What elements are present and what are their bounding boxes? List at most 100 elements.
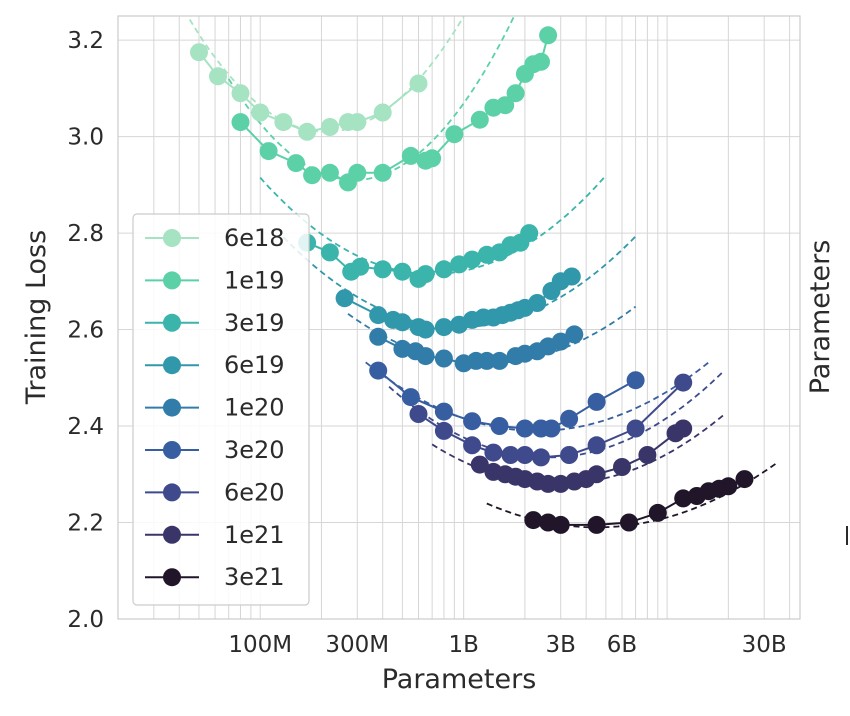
fit-curve-1e19 (227, 16, 516, 181)
data-point-1e19 (287, 154, 305, 173)
x-tick-label: 300M (325, 632, 389, 658)
legend-label-1e19: 1e19 (224, 266, 285, 294)
data-point-1e21 (470, 455, 489, 474)
data-point-6e18 (348, 113, 367, 132)
data-point-1e20 (490, 351, 509, 370)
data-point-3e20 (490, 417, 509, 435)
data-point-3e20 (401, 388, 420, 407)
data-point-6e18 (274, 113, 293, 132)
data-point-6e19 (416, 320, 435, 339)
data-point-1e19 (401, 146, 420, 165)
legend-marker-1e21 (163, 525, 181, 544)
y-tick-label: 2.2 (67, 511, 104, 537)
data-point-1e19 (496, 96, 515, 115)
data-point-1e20 (416, 347, 435, 366)
legend-label-1e21: 1e21 (224, 521, 285, 549)
legend-marker-6e20 (163, 483, 181, 502)
data-point-6e18 (298, 122, 317, 141)
data-point-1e19 (470, 110, 489, 129)
legend-marker-1e19 (163, 271, 181, 290)
data-point-3e21 (735, 470, 754, 489)
data-point-3e19 (320, 243, 339, 262)
data-point-3e20 (515, 419, 534, 438)
x-tick-label: 100M (228, 632, 292, 658)
y-tick-label: 3.0 (67, 125, 104, 151)
y-tick-label: 2.6 (67, 318, 104, 344)
data-point-1e19 (423, 149, 442, 168)
x-tick-label: 6B (607, 632, 637, 658)
y-tick-label: 2.8 (67, 221, 104, 247)
legend-label-6e18: 6e18 (224, 224, 285, 252)
data-point-3e19 (463, 250, 482, 269)
data-point-6e20 (674, 373, 693, 392)
legend-marker-1e20 (163, 398, 181, 417)
y-tick-label: 2.0 (67, 607, 104, 633)
data-point-1e21 (638, 446, 657, 464)
data-point-3e19 (351, 257, 370, 276)
data-point-6e19 (335, 289, 354, 308)
data-point-3e21 (620, 513, 638, 532)
legend-marker-3e20 (163, 441, 181, 459)
data-point-3e19 (520, 224, 539, 243)
data-point-1e21 (674, 419, 693, 438)
data-points (190, 26, 754, 534)
data-point-1e19 (348, 163, 367, 182)
data-point-1e20 (551, 332, 570, 351)
data-point-6e20 (484, 443, 503, 462)
data-point-6e19 (434, 318, 453, 337)
data-point-1e21 (539, 474, 558, 493)
data-point-1e21 (613, 458, 631, 476)
data-point-1e20 (477, 351, 496, 370)
y-tick-labels: 2.0 2.2 2.4 2.6 2.8 3.0 3.2 (67, 28, 104, 633)
data-point-1e19 (445, 125, 464, 144)
data-point-3e21 (648, 503, 667, 522)
data-point-6e18 (251, 103, 270, 122)
data-point-3e20 (369, 361, 388, 380)
legend-label-3e21: 3e21 (224, 563, 285, 591)
data-point-3e19 (416, 265, 435, 284)
data-point-1e19 (539, 26, 558, 45)
legend-marker-6e18 (163, 229, 181, 247)
plot-frame (117, 15, 801, 620)
data-point-6e20 (434, 421, 453, 440)
data-point-1e20 (434, 349, 453, 368)
data-point-1e19 (373, 163, 392, 182)
x-axis-label: Parameters (382, 664, 537, 695)
y-axis-label: Training Loss (21, 230, 52, 405)
data-point-1e19 (320, 163, 339, 182)
legend-marker-3e19 (163, 313, 181, 332)
legend-label-6e20: 6e20 (224, 478, 285, 506)
legend-label-1e20: 1e20 (224, 394, 285, 422)
data-point-1e21 (551, 474, 570, 493)
data-point-6e20 (409, 405, 428, 423)
data-point-6e19 (393, 313, 412, 332)
data-point-6e20 (560, 446, 579, 464)
x-tick-label: 3B (546, 632, 576, 658)
x-tick-labels: 100M 300M 1B 3B 6B 30B (228, 632, 786, 658)
data-point-6e20 (532, 448, 550, 467)
data-point-6e20 (626, 419, 645, 438)
data-point-1e19 (532, 52, 550, 71)
data-point-6e20 (587, 436, 606, 455)
data-point-6e18 (409, 74, 428, 93)
data-point-1e20 (565, 325, 584, 344)
legend-box (132, 213, 310, 606)
data-point-1e19 (303, 166, 322, 185)
data-point-6e18 (231, 84, 250, 103)
data-point-6e18 (190, 43, 208, 62)
data-point-6e19 (528, 294, 547, 312)
legend-label-3e20: 3e20 (224, 436, 285, 464)
data-point-3e19 (373, 260, 392, 279)
data-point-1e19 (506, 84, 525, 103)
data-point-1e21 (587, 465, 606, 484)
data-point-3e20 (560, 409, 579, 428)
legend-label-3e19: 3e19 (224, 309, 285, 337)
data-point-3e20 (542, 419, 561, 438)
clipped-tick-mark (846, 526, 848, 545)
data-point-3e20 (463, 412, 482, 431)
data-point-1e20 (369, 327, 388, 346)
data-point-3e21 (719, 477, 738, 496)
data-point-3e20 (626, 371, 645, 390)
data-point-6e19 (562, 267, 581, 286)
